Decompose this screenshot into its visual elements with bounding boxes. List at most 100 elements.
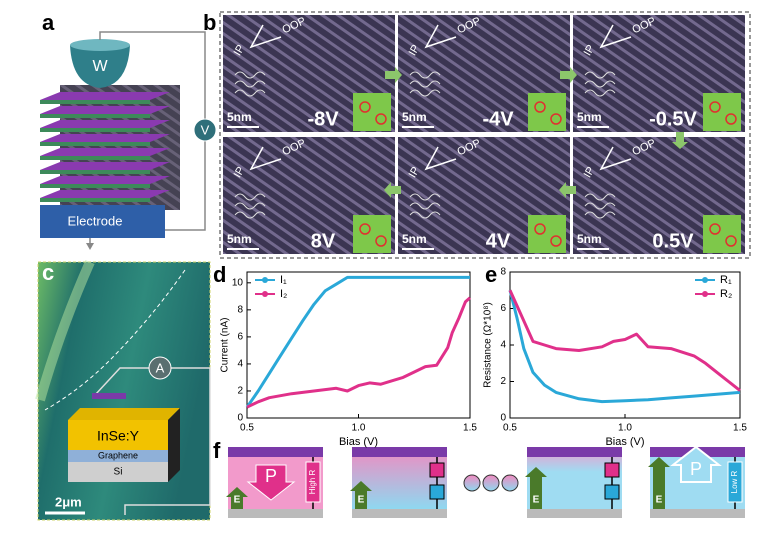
wave [234, 80, 266, 88]
resistor [429, 462, 445, 478]
legend-marker [262, 291, 268, 297]
step-arrow [559, 182, 576, 198]
strain-inset [353, 215, 391, 253]
scale-bar-label: 5nm [227, 110, 252, 124]
inset-marker [725, 113, 737, 125]
inset-marker [534, 101, 546, 113]
inset-marker [375, 113, 387, 125]
series-line [508, 289, 741, 392]
ellipsis-dot [463, 474, 481, 492]
inset-marker [709, 101, 721, 113]
layer-base [40, 114, 150, 118]
resistor [727, 461, 743, 503]
block-top [68, 408, 180, 420]
legend-marker [702, 291, 708, 297]
legend-label: I₂ [280, 288, 287, 300]
panel-f: E E E E P P High R Low R [226, 445, 745, 518]
x-axis-label: Bias (V) [339, 436, 378, 448]
x-tick-label: 1.0 [352, 423, 366, 434]
strain-inset [703, 93, 741, 131]
wave [409, 193, 441, 201]
y-tick-label: 4 [500, 340, 506, 351]
bias-label: -4V [482, 108, 514, 130]
resistance-label: High R [308, 470, 317, 495]
wave [409, 202, 441, 210]
w-tip [70, 45, 130, 88]
y-tick-label: 6 [500, 303, 506, 314]
wave [234, 193, 266, 201]
contact [92, 393, 126, 399]
panel-a: W Electrode V [40, 31, 217, 250]
legend-label: I₁ [280, 274, 287, 286]
panel-label: d [213, 262, 226, 287]
y-tick-label: 8 [237, 304, 243, 315]
axis-label: IP [407, 165, 423, 180]
y-tick-label: 8 [500, 267, 506, 278]
layer [40, 134, 170, 142]
w-tip-top [70, 39, 130, 51]
circuit [94, 367, 211, 515]
inse-layer [68, 420, 168, 450]
step-arrow [384, 182, 401, 198]
voltmeter [193, 118, 217, 142]
polarization-arrow [670, 445, 722, 483]
bias-label: 8V [311, 230, 336, 252]
top-electrode [527, 447, 622, 457]
panel-label: b [203, 10, 216, 35]
bottom-electrode [352, 509, 447, 518]
x-tick-label: 1.5 [733, 423, 747, 434]
axis-arrow [599, 146, 632, 171]
step-arrow [385, 67, 402, 83]
bottom-electrode [650, 509, 745, 518]
wave [234, 71, 266, 79]
bias-label: 4V [486, 230, 511, 252]
series-line [246, 296, 471, 409]
top-electrode [228, 447, 323, 457]
field-label: E [533, 495, 540, 506]
scale-bar-label: 5nm [402, 110, 427, 124]
resistor [429, 484, 445, 500]
flake-edge [35, 259, 95, 402]
y-tick-label: 6 [237, 332, 243, 343]
polarization-arrow [246, 464, 296, 501]
y-tick-label: 2 [237, 386, 243, 397]
field-label: E [656, 495, 663, 506]
resistance-label: Low R [730, 470, 739, 493]
scale-bar-label: 5nm [227, 232, 252, 246]
layer [40, 148, 170, 156]
electrode-label: Electrode [68, 213, 123, 228]
wave [234, 89, 266, 97]
wave [584, 80, 616, 88]
bias-label: -8V [307, 108, 339, 130]
axis-label: IP [407, 43, 423, 58]
x-tick-label: 1.0 [618, 423, 632, 434]
panel-c: A InSe:Y Graphene Si 2μm [35, 259, 211, 521]
y-tick-label: 0 [237, 413, 243, 424]
layer-base [40, 100, 150, 104]
bias-label: 0.5V [652, 230, 694, 252]
voltmeter-label: V [201, 122, 210, 137]
inset-marker [375, 235, 387, 247]
panel-label: c [42, 260, 54, 285]
lattice-texture [60, 85, 180, 210]
strain-inset [703, 215, 741, 253]
bias-label: -0.5V [649, 108, 697, 130]
layer-label: Graphene [98, 450, 138, 460]
layer-base [40, 170, 150, 174]
layer-label: InSe:Y [97, 428, 140, 444]
y-tick-label: 0 [500, 413, 506, 424]
y-tick-label: 10 [232, 277, 244, 288]
resistor [305, 461, 321, 503]
layer [40, 120, 170, 128]
series-line [508, 289, 741, 404]
legend-label: R₁ [720, 274, 732, 286]
layer-label: Si [114, 467, 123, 478]
scale-bar-label: 5nm [402, 232, 427, 246]
scale-bar-label: 5nm [577, 232, 602, 246]
step-arrow [672, 132, 688, 149]
wave [584, 211, 616, 219]
strain-inset [528, 93, 566, 131]
ammeter-label: A [156, 360, 165, 375]
wave [409, 80, 441, 88]
